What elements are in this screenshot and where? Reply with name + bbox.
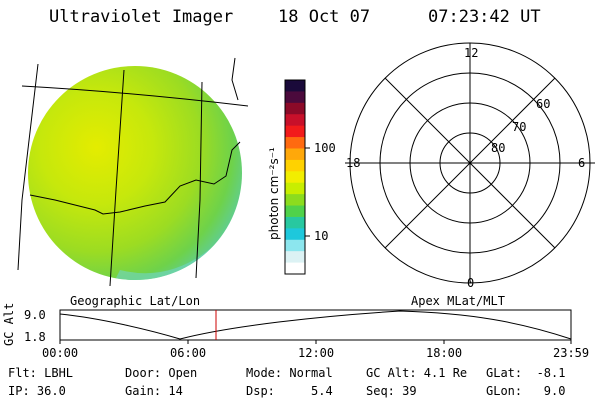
mlt-label-18: 18 bbox=[346, 156, 361, 170]
coastline bbox=[29, 141, 241, 215]
timeline-xtick: 18:00 bbox=[426, 346, 463, 360]
geo-grid-overlay bbox=[17, 57, 249, 287]
timeline-ylabel: GC Alt bbox=[2, 302, 16, 346]
colorbar-cell bbox=[285, 148, 305, 161]
polar-grid bbox=[345, 42, 595, 284]
altitude-timeline bbox=[59, 309, 572, 344]
time-label: 07:23:42 UT bbox=[428, 7, 541, 27]
colorbar-cell bbox=[285, 228, 305, 241]
colorbar-cell bbox=[285, 205, 305, 218]
colorbar-cell bbox=[285, 251, 305, 264]
status-glat: GLat: -8.1 bbox=[486, 366, 566, 380]
status-gc-alt: GC Alt: 4.1 Re bbox=[366, 366, 468, 380]
colorbar-cell bbox=[285, 102, 305, 115]
mlt-label-6: 6 bbox=[578, 156, 586, 170]
colorbar bbox=[284, 79, 310, 275]
timeline-ytick-bottom: 1.8 bbox=[24, 330, 46, 344]
colorbar-cell bbox=[285, 114, 305, 127]
colorbar-cell bbox=[285, 91, 305, 104]
lat-label-80: 80 bbox=[491, 141, 506, 155]
status-filter: Flt: LBHL bbox=[8, 366, 74, 380]
timeline-xtick: 12:00 bbox=[298, 346, 335, 360]
timeline-xtick: 00:00 bbox=[42, 346, 79, 360]
timeline-xtick: 23:59 bbox=[553, 346, 590, 360]
status-glon: GLon: 9.0 bbox=[486, 384, 566, 398]
colorbar-tick-100: 100 bbox=[314, 141, 336, 155]
colorbar-cell bbox=[285, 125, 305, 138]
status-seq: Seq: 39 bbox=[366, 384, 417, 398]
status-mode: Mode: Normal bbox=[246, 366, 333, 380]
uv-image-disk bbox=[28, 66, 242, 280]
colorbar-cell bbox=[285, 159, 305, 172]
status-door: Door: Open bbox=[125, 366, 198, 380]
mlt-label-12: 12 bbox=[464, 46, 479, 60]
colorbar-cell bbox=[285, 216, 305, 229]
colorbar-cell bbox=[285, 171, 305, 184]
date-label: 18 Oct 07 bbox=[278, 7, 371, 27]
status-gain: Gain: 14 bbox=[125, 384, 183, 398]
colorbar-unit-label: photon cm⁻²s⁻¹ bbox=[267, 147, 281, 240]
colorbar-cell bbox=[285, 239, 305, 252]
timeline-ytick-top: 9.0 bbox=[24, 308, 46, 322]
colorbar-cell bbox=[285, 262, 305, 275]
colorbar-cell bbox=[285, 182, 305, 195]
apex-label: Apex MLat/MLT bbox=[411, 294, 505, 308]
timeline-xtick: 06:00 bbox=[170, 346, 207, 360]
lat-label-60: 60 bbox=[536, 97, 551, 111]
colorbar-tick-10: 10 bbox=[314, 229, 329, 243]
colorbar-cell bbox=[285, 194, 305, 207]
lat-label-70: 70 bbox=[512, 120, 527, 134]
colorbar-cell bbox=[285, 80, 305, 93]
mlt-label-0: 0 bbox=[467, 276, 475, 290]
colorbar-cell bbox=[285, 137, 305, 150]
status-ip: IP: 36.0 bbox=[8, 384, 66, 398]
geographic-label: Geographic Lat/Lon bbox=[70, 294, 201, 308]
instrument-title: Ultraviolet Imager bbox=[49, 7, 234, 27]
status-dsp: Dsp: 5.4 bbox=[246, 384, 333, 398]
